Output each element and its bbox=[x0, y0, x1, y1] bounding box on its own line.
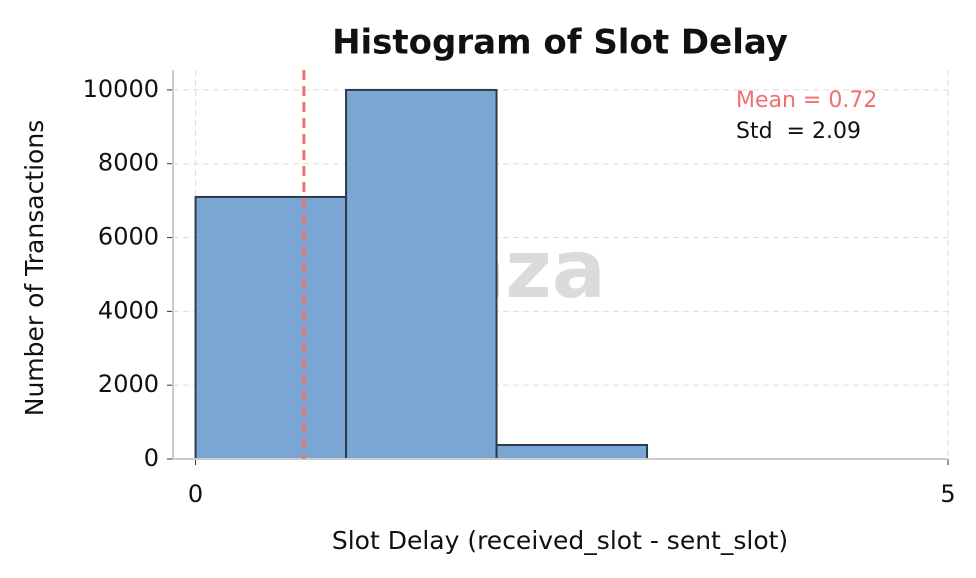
y-tick-label: 6000 bbox=[98, 223, 159, 251]
y-tick-label: 10000 bbox=[83, 75, 159, 103]
y-tick-label: 0 bbox=[144, 444, 159, 472]
mean-annotation: Mean = 0.72 bbox=[736, 88, 877, 113]
y-axis-label: Number of Transactions bbox=[20, 120, 49, 416]
std-annotation: Std = 2.09 bbox=[736, 119, 861, 144]
chart-title: Histogram of Slot Delay bbox=[332, 23, 788, 63]
bar bbox=[345, 88, 498, 461]
y-tick-label: 8000 bbox=[98, 149, 159, 177]
y-tick-label: 2000 bbox=[98, 370, 159, 398]
bar bbox=[194, 195, 348, 461]
y-tick-label: 4000 bbox=[98, 296, 159, 324]
x-tick-label: 5 bbox=[940, 480, 955, 508]
bar bbox=[495, 443, 649, 461]
x-axis-label: Slot Delay (received_slot - sent_slot) bbox=[332, 526, 788, 555]
x-tick-label: 0 bbox=[188, 480, 203, 508]
